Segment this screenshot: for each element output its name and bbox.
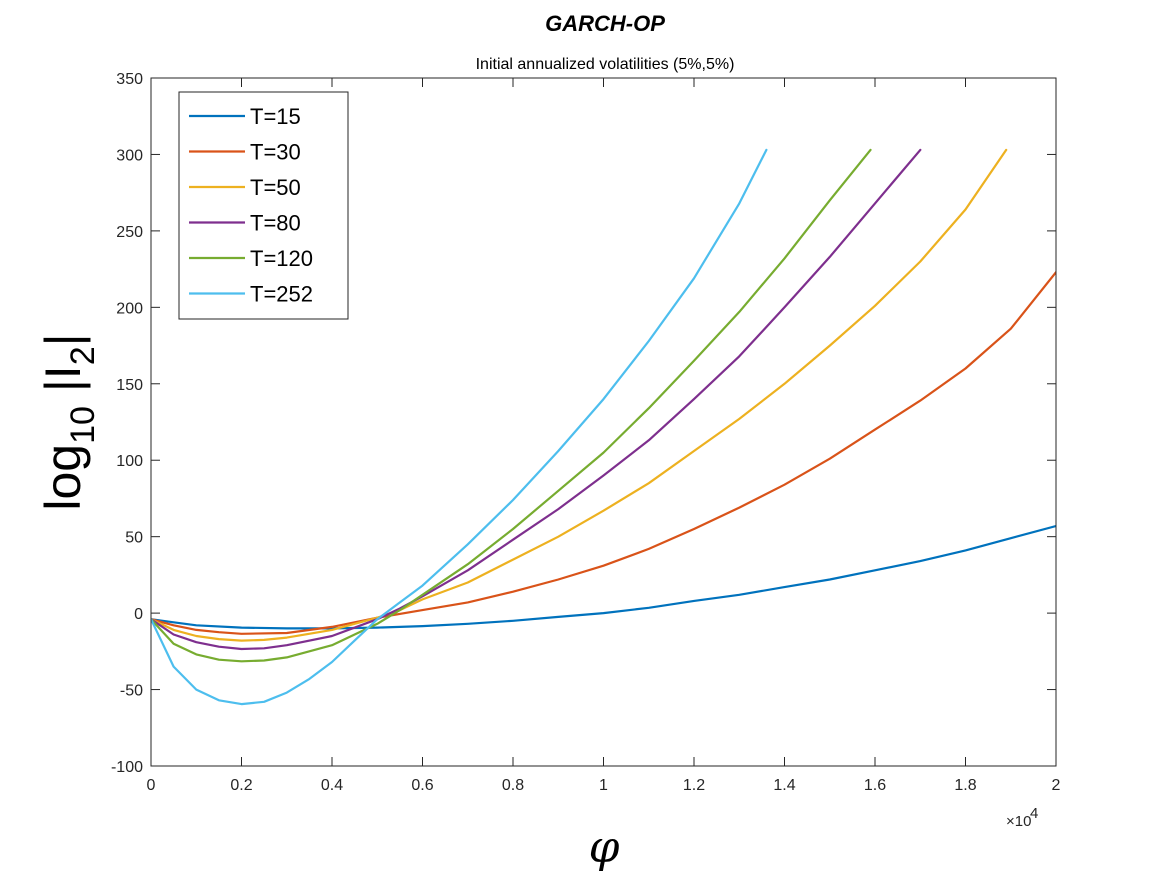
x-multiplier: ×10 4 <box>1006 805 1038 830</box>
chart-subtitle: Initial annualized volatilities (5%,5%) <box>476 56 735 73</box>
y-tick-label: 250 <box>116 224 143 241</box>
x-tick-label: 1.8 <box>954 777 976 794</box>
y-tick-label: 0 <box>134 606 143 623</box>
x-tick-label: 1.2 <box>683 777 705 794</box>
y-tick-label: 350 <box>116 71 143 88</box>
x-tick-label: 0 <box>147 777 156 794</box>
x-tick-label: 0.4 <box>321 777 343 794</box>
y-label-log: log <box>35 444 91 511</box>
y-tick-label: 300 <box>116 147 143 164</box>
legend-label: T=252 <box>250 282 313 307</box>
y-label-sub2: 2 <box>64 346 102 365</box>
y-axis-label: log10 |I2| <box>35 333 102 510</box>
legend-item: T=252 <box>189 282 313 307</box>
legend: T=15 T=30 T=50 T=80 T=120 T=252 <box>178 91 349 320</box>
legend-item: T=120 <box>189 246 313 271</box>
y-tick-label: 100 <box>116 453 143 470</box>
legend-label: T=120 <box>250 246 313 271</box>
x-multiplier-exponent: 4 <box>1030 805 1038 822</box>
y-tick-label: -50 <box>120 683 143 700</box>
plot-frame <box>150 77 1057 767</box>
series-line-t-15 <box>151 524 1056 630</box>
svg-text:log10 |I2|: log10 |I2| <box>35 333 102 510</box>
x-tick-label: 2 <box>1052 777 1061 794</box>
y-label-mid: |I <box>35 365 91 406</box>
x-axis-label: φ <box>589 822 620 873</box>
x-multiplier-base: ×10 <box>1006 813 1031 830</box>
series-line-t-30 <box>151 271 1056 635</box>
y-tick-label: 50 <box>125 530 143 547</box>
y-tick-label: 200 <box>116 300 143 317</box>
legend-label: T=30 <box>250 140 301 165</box>
legend-item: T=80 <box>189 211 301 236</box>
series-line-t-80 <box>151 148 922 651</box>
series-line-t-50 <box>151 148 1008 642</box>
x-tick-label: 0.6 <box>411 777 433 794</box>
y-tick-label: 150 <box>116 377 143 394</box>
series-layer <box>151 148 1056 706</box>
x-tick-label: 1.4 <box>773 777 795 794</box>
legend-box <box>178 91 349 320</box>
legend-item: T=50 <box>189 175 301 200</box>
x-tick-label: 0.2 <box>230 777 252 794</box>
series-line-t-120 <box>151 148 872 663</box>
x-tick-label: 0.8 <box>502 777 524 794</box>
chart-title: GARCH-OP <box>545 11 665 36</box>
y-label-end: | <box>35 333 91 346</box>
legend-item: T=30 <box>189 140 301 165</box>
legend-label: T=80 <box>250 211 301 236</box>
legend-label: T=15 <box>250 104 301 129</box>
legend-item: T=15 <box>189 104 301 129</box>
series-line-t-252 <box>151 148 768 706</box>
legend-label: T=50 <box>250 175 301 200</box>
x-tick-label: 1 <box>599 777 608 794</box>
y-tick-label: -100 <box>111 759 143 776</box>
x-axis: 0 0.2 0.4 0.6 0.8 1 1.2 1.4 1.6 1.8 2 <box>147 78 1061 794</box>
y-label-sub: 10 <box>64 406 102 444</box>
x-tick-label: 1.6 <box>864 777 886 794</box>
